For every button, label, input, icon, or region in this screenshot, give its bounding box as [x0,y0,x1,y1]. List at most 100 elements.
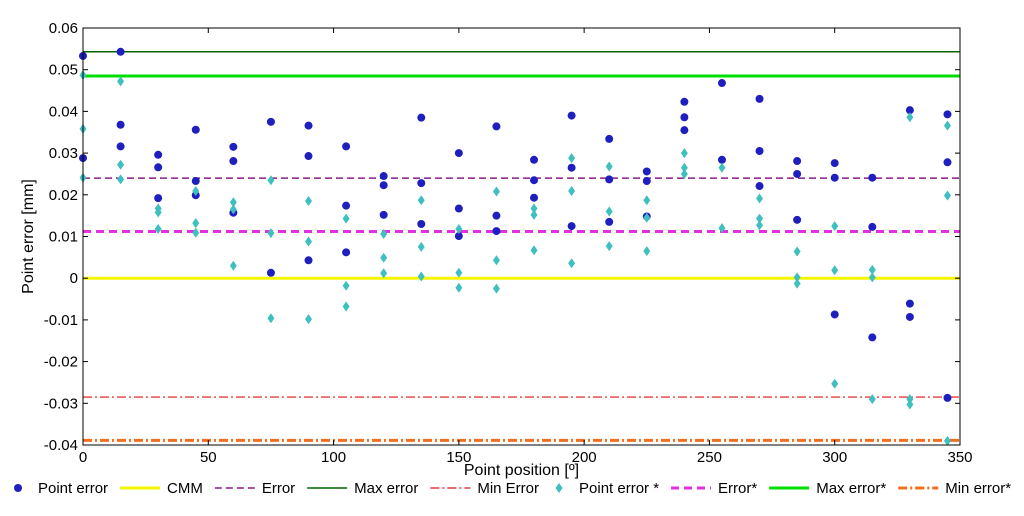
y-axis-ticks: -0.04 -0.03 -0.02 -0.01 0 0.01 0.02 0.03 0.04 0.0… [44,20,960,454]
legend-label-min-error: Min Error [477,480,539,497]
data-point-point-error [417,219,426,228]
data-point-point-error-star [117,76,125,87]
legend-item-point-error: Point error [14,480,108,497]
data-point-point-error [379,172,388,181]
data-point-point-error [642,177,651,186]
x-axis-label: Point position [º] [464,462,579,479]
legend-item-min-error: Min Error [430,480,539,497]
data-point-point-error-star [305,236,313,247]
legend-label-max-error: Max error [354,480,418,497]
data-point-point-error-star [906,394,914,405]
data-point-point-error [642,167,651,176]
data-point-point-error-star [943,120,951,131]
plot-lines [83,51,960,442]
legend-label-max-error-star: Max error* [816,480,886,497]
y-tick-label: 0.03 [49,145,78,162]
legend-item-point-error-star: Point error * [555,480,659,497]
x-tick-label: 100 [321,449,346,466]
data-point-point-error [304,121,313,130]
x-tick-label: 150 [446,449,471,466]
data-point-point-error-star [417,195,425,206]
y-tick-label: 0.05 [49,62,78,79]
data-point-point-error [116,47,125,56]
data-point-point-error-star [906,399,914,410]
data-point-point-error [229,142,238,151]
data-point-point-error [755,182,764,191]
data-point-point-error [530,176,539,185]
data-point-point-error-star [605,206,613,217]
data-point-point-error-star [718,223,726,234]
x-tick-label: 250 [697,449,722,466]
data-point-point-error-star [568,258,576,269]
data-point-point-error [454,232,463,241]
data-point-point-error [417,113,426,122]
data-point-point-error-star [267,228,275,239]
data-point-point-error-star [455,282,463,293]
data-point-point-error-star [868,264,876,275]
data-point-point-error-star [793,272,801,283]
data-point-point-error [830,159,839,168]
data-point-point-error [680,113,689,122]
data-point-point-error [154,194,163,203]
data-point-point-error-star [643,195,651,206]
data-point-point-error-star [605,161,613,172]
data-point-point-error [868,173,877,182]
data-point-point-error [492,227,501,236]
data-point-point-error-star [868,394,876,405]
y-tick-label: 0.01 [49,229,78,246]
data-point-point-error-star [154,223,162,234]
data-point-point-error [680,126,689,135]
legend-label-point-error: Point error [38,480,108,497]
legend-item-min-error-star: Min error* [898,480,1011,497]
data-point-point-error-star [192,186,200,197]
data-point-point-error [342,248,351,257]
data-point-point-error-star [305,314,313,325]
legend-marker-point-error-star [555,483,563,493]
y-tick-label: 0.06 [49,20,78,37]
data-point-point-error [530,193,539,202]
legend-item-max-error: Max error [307,480,418,497]
x-tick-label: 200 [572,449,597,466]
data-point-point-error-star [756,193,764,204]
data-point-point-error [191,125,200,134]
legend-label-min-error-star: Min error* [945,480,1011,497]
data-point-point-error [342,142,351,151]
data-point-point-error-star [680,162,688,173]
data-point-point-error [191,177,200,186]
data-point-point-error [492,211,501,220]
data-point-point-error [379,181,388,190]
data-point-point-error-star [943,190,951,201]
data-point-point-error-star [530,203,538,214]
data-point-point-error [417,179,426,188]
data-point-point-error-star [643,212,651,223]
legend-label-error-star: Error* [718,480,757,497]
data-point-point-error-star [793,246,801,257]
data-point-point-error [680,97,689,106]
data-point-point-error-star [492,283,500,294]
data-point-point-error-star [793,278,801,289]
data-point-point-error [605,134,614,143]
data-point-point-error [755,147,764,156]
data-point-point-error-star [756,213,764,224]
data-point-point-error-star [530,245,538,256]
data-point-point-error-star [192,227,200,238]
x-axis-ticks: 0 50 100 150 200 250 300 350 [79,28,973,466]
data-point-point-error-star [229,260,237,271]
data-point-point-error [116,142,125,151]
y-tick-label: 0 [70,270,78,287]
data-point-point-error-star [417,241,425,252]
data-point-point-error [454,204,463,213]
data-point-point-error-star [154,207,162,218]
y-tick-label: -0.01 [44,312,78,329]
data-point-point-error-star [380,252,388,263]
data-point-point-error-star [680,168,688,179]
data-point-point-error [605,175,614,184]
y-tick-label: 0.02 [49,187,78,204]
legend-item-max-error-star: Max error* [769,480,886,497]
data-point-point-error [793,215,802,224]
data-point-point-error [304,152,313,161]
data-point-point-error [793,169,802,178]
data-point-point-error-star [831,265,839,276]
data-point-point-error-star [380,268,388,279]
